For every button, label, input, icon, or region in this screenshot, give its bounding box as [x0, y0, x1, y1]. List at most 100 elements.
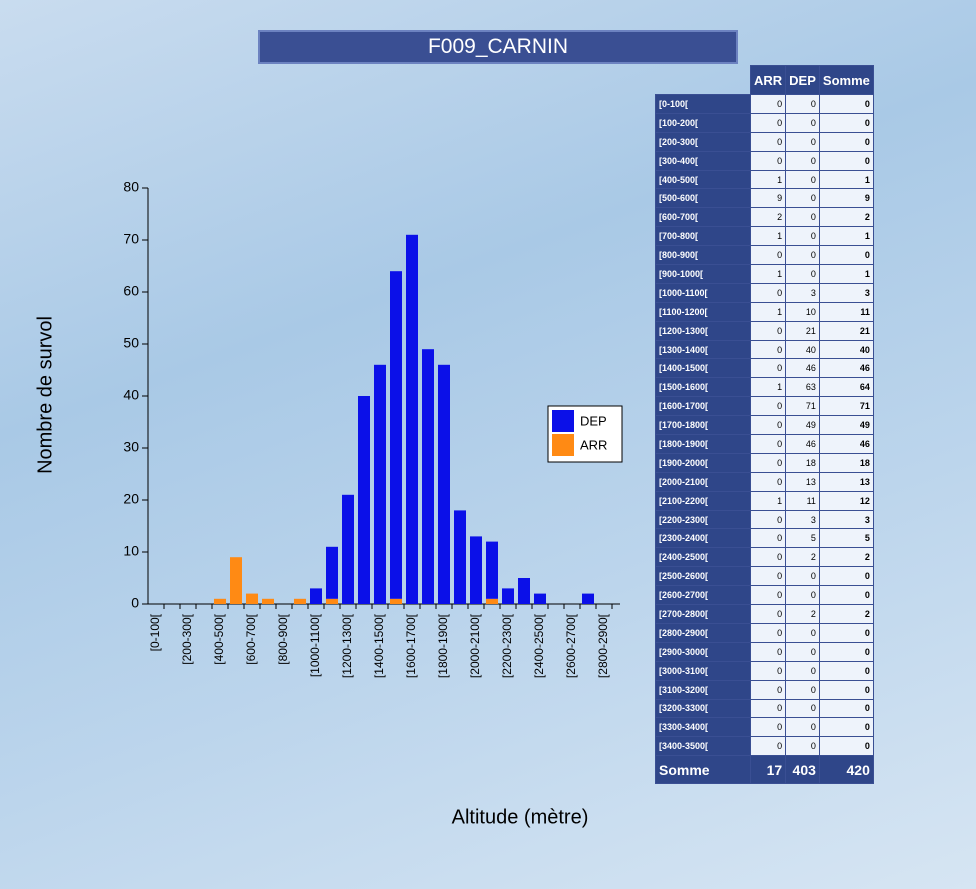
- bar: [246, 593, 258, 604]
- table-row: [1500-1600[1 63 64: [655, 377, 874, 398]
- cell: 0: [749, 585, 787, 606]
- table-row: [1900-2000[0 18 18: [655, 452, 874, 473]
- cell: 2: [818, 207, 874, 228]
- row-label: [200-300[: [655, 131, 751, 152]
- cell: 71: [785, 396, 820, 417]
- cell: 0: [818, 566, 874, 587]
- cell: 0: [749, 717, 787, 738]
- y-tick-label: 10: [123, 543, 139, 559]
- footer-row: Somme 17 403 420: [655, 755, 874, 785]
- corner-cell: [656, 66, 751, 95]
- cell: 0: [818, 698, 874, 719]
- legend-swatch: [552, 410, 574, 432]
- cell: 0: [785, 188, 820, 209]
- row-label: [2100-2200[: [655, 490, 751, 511]
- cell: 11: [818, 301, 874, 322]
- row-label: [2900-3000[: [655, 641, 751, 662]
- table-row: [2500-2600[0 0 0: [655, 566, 874, 587]
- cell: 1: [818, 169, 874, 190]
- cell: 0: [749, 604, 787, 624]
- cell: 49: [818, 415, 874, 436]
- table-row: [1100-1200[1 10 11: [655, 301, 874, 322]
- table-row: [1200-1300[0 21 21: [655, 320, 874, 341]
- x-tick-label: [800-900[: [276, 613, 290, 664]
- cell: 0: [785, 112, 820, 133]
- table-row: [700-800[1 0 1: [655, 226, 874, 247]
- bar: [310, 588, 322, 604]
- bar: [294, 598, 306, 604]
- row-label: [1300-1400[: [655, 339, 751, 360]
- x-tick-label: [1400-1500[: [372, 613, 386, 678]
- table-row: [1300-1400[0 40 40: [655, 339, 874, 360]
- cell: 46: [785, 358, 820, 379]
- footer-label: Somme: [655, 755, 751, 785]
- header-row: ARR DEP Somme: [656, 65, 874, 95]
- y-tick-label: 20: [123, 491, 139, 507]
- cell: 0: [749, 339, 787, 360]
- cell: 63: [785, 377, 820, 398]
- bar: [438, 364, 450, 604]
- y-axis-label: Nombre de survol: [34, 316, 56, 474]
- cell: 0: [785, 566, 820, 587]
- y-tick-label: 50: [123, 335, 139, 351]
- cell: 9: [818, 188, 874, 209]
- footer-cell: 420: [818, 755, 874, 785]
- cell: 11: [785, 490, 820, 511]
- cell: 0: [749, 698, 787, 719]
- cell: 1: [749, 169, 787, 190]
- cell: 3: [818, 282, 874, 303]
- table-row: [2100-2200[1 11 12: [655, 490, 874, 511]
- table-row: [2200-2300[0 3 3: [655, 509, 874, 530]
- x-tick-label: [1000-1100[: [308, 613, 322, 677]
- cell: 10: [785, 301, 820, 322]
- bar: [454, 510, 466, 604]
- cell: 0: [749, 452, 787, 473]
- cell: 0: [818, 679, 874, 700]
- cell: 0: [818, 150, 874, 171]
- cell: 0: [818, 660, 874, 681]
- bar: [502, 588, 514, 604]
- table-row: [2600-2700[0 0 0: [655, 585, 874, 606]
- cell: 0: [818, 585, 874, 606]
- row-label: [400-500[: [655, 169, 751, 190]
- cell: 0: [749, 282, 787, 303]
- bar: [390, 271, 402, 599]
- cell: 0: [785, 245, 820, 266]
- row-label: [600-700[: [655, 207, 751, 228]
- row-label: [1700-1800[: [655, 415, 751, 436]
- x-tick-label: [1800-1900[: [436, 613, 450, 678]
- bar: [534, 593, 546, 604]
- header-cell: Somme: [818, 65, 874, 95]
- cell: 2: [818, 604, 874, 624]
- cell: 0: [818, 736, 874, 757]
- row-label: [100-200[: [655, 112, 751, 133]
- x-tick-label: [1200-1300[: [340, 613, 354, 678]
- cell: 12: [818, 490, 874, 511]
- table-row: [100-200[0 0 0: [655, 112, 874, 133]
- row-label: [2000-2100[: [655, 471, 751, 492]
- cell: 0: [749, 528, 787, 549]
- row-label: [1600-1700[: [655, 396, 751, 417]
- x-axis-label: Altitude (mètre): [452, 806, 589, 828]
- row-label: [2600-2700[: [655, 585, 751, 606]
- cell: 1: [818, 226, 874, 247]
- cell: 0: [818, 131, 874, 152]
- table-row: [1800-1900[0 46 46: [655, 434, 874, 454]
- bar: [486, 598, 498, 604]
- y-tick-label: 0: [131, 595, 139, 611]
- bar: [422, 349, 434, 604]
- cell: 0: [749, 471, 787, 492]
- cell: 0: [785, 622, 820, 643]
- cell: 0: [785, 264, 820, 284]
- footer-cell: 403: [785, 755, 820, 785]
- row-label: [1500-1600[: [655, 377, 751, 398]
- table-row: [3100-3200[0 0 0: [655, 679, 874, 700]
- cell: 1: [749, 301, 787, 322]
- cell: 0: [749, 150, 787, 171]
- row-label: [1400-1500[: [655, 358, 751, 379]
- x-tick-label: [0-100[: [148, 613, 162, 651]
- row-label: [2800-2900[: [655, 622, 751, 643]
- bar: [358, 396, 370, 604]
- row-label: [800-900[: [655, 245, 751, 266]
- table-row: [2300-2400[0 5 5: [655, 528, 874, 549]
